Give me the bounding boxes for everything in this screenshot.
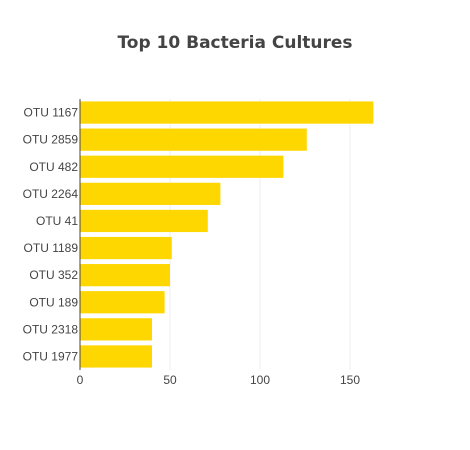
y-tick-label: OTU 2859 (23, 133, 79, 147)
x-tick-label: 150 (340, 373, 360, 387)
bar-otu-1167 (80, 101, 374, 124)
y-tick-label: OTU 1167 (24, 106, 79, 120)
x-tick-label: 50 (163, 373, 177, 387)
x-tick-label: 100 (250, 373, 270, 387)
x-tick-label: 0 (77, 373, 84, 387)
bar-otu-2859 (80, 128, 307, 151)
chart-title: Top 10 Bacteria Cultures (117, 33, 353, 53)
bar-otu-189 (80, 291, 165, 314)
y-tick-label: OTU 1977 (23, 349, 79, 363)
axes: OTU 1167 OTU 2859 OTU 482 OTU 2264 OTU 41 OTU… (23, 99, 360, 387)
bar-otu-482 (80, 155, 284, 178)
y-tick-label: OTU 352 (29, 268, 78, 282)
bar-otu-2264 (80, 182, 221, 205)
bar-otu-352 (80, 264, 170, 287)
bar-otu-1977 (80, 345, 152, 368)
bar-otu-2318 (80, 318, 152, 341)
y-tick-label: OTU 41 (36, 214, 78, 228)
y-tick-label: OTU 2318 (23, 322, 79, 336)
y-tick-label: OTU 189 (29, 295, 78, 309)
bar-otu-41 (80, 209, 208, 233)
bar-otu-1189 (80, 236, 172, 260)
bars (80, 101, 374, 368)
y-tick-label: OTU 1189 (24, 241, 79, 255)
y-tick-label: OTU 482 (29, 160, 78, 174)
y-tick-label: OTU 2264 (23, 187, 79, 201)
